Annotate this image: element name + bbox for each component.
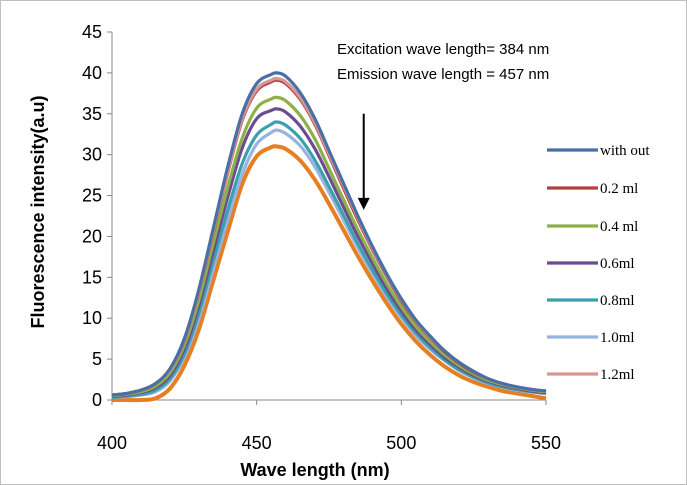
legend-label: 0.4 ml — [600, 219, 638, 235]
y-tick-label: 25 — [82, 186, 102, 206]
series-layer — [111, 71, 547, 403]
excitation-annotation: Excitation wave length= 384 nm — [337, 41, 549, 58]
y-tick-label: 45 — [82, 22, 102, 42]
legend-label: 0.8ml — [600, 293, 635, 309]
axes: 0 5 10 15 20 25 30 35 40 45 400 450 500 550 Wave lengt… — [28, 22, 561, 480]
series-line-0_2-ml — [111, 78, 547, 397]
x-tick-label: 550 — [531, 433, 561, 453]
y-tick-label: 0 — [92, 390, 102, 410]
annotations: Excitation wave length= 384 nm Emission w… — [337, 41, 549, 210]
x-axis-title: Wave length (nm) — [240, 460, 389, 480]
y-tick-label: 5 — [92, 349, 102, 369]
y-tick-label: 10 — [82, 308, 102, 328]
emission-annotation: Emission wave length = 457 nm — [337, 66, 549, 83]
x-tick-label: 400 — [97, 433, 127, 453]
series-line-1_2ml — [111, 76, 547, 397]
y-axis-title: Fluorescence intensity(a.u) — [28, 95, 48, 328]
legend-label: 0.2 ml — [600, 181, 638, 197]
y-tick-label: 30 — [82, 145, 102, 165]
series-line-unlabeled — [112, 144, 547, 403]
series-line-0_4-ml — [111, 95, 547, 398]
legend-label: 0.6ml — [600, 256, 635, 272]
decrease-arrow-head — [357, 197, 370, 210]
x-tick-label: 450 — [242, 433, 272, 453]
legend-label: with out — [600, 143, 650, 159]
legend-label: 1.2ml — [600, 367, 635, 383]
y-tick-label: 40 — [82, 63, 102, 83]
legend: with out 0.2 ml 0.4 ml 0.6ml 0.8ml 1.0ml 1.2ml — [547, 143, 650, 383]
series-line-with-out — [111, 71, 547, 397]
legend-label: 1.0ml — [600, 330, 635, 346]
x-tick-label: 500 — [386, 433, 416, 453]
y-tick-label: 15 — [82, 267, 102, 287]
y-tick-label: 20 — [82, 226, 102, 246]
y-tick-label: 35 — [82, 104, 102, 124]
